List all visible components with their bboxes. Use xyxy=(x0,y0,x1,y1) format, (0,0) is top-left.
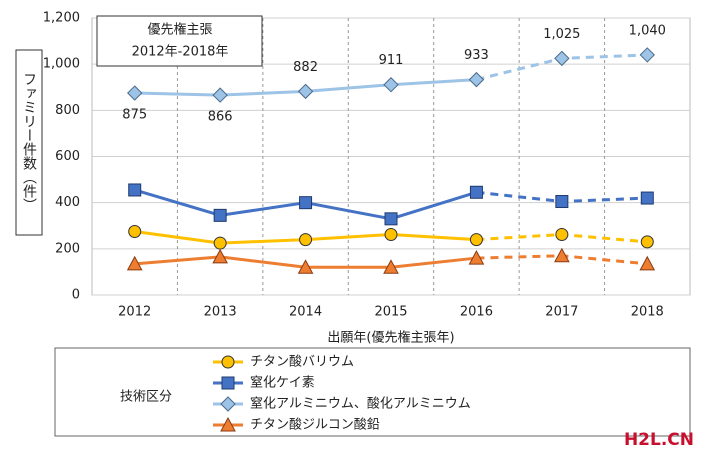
data-point xyxy=(554,247,570,263)
data-point xyxy=(127,85,143,101)
data-label: 875 xyxy=(122,108,147,123)
data-point xyxy=(384,212,398,226)
data-label: 933 xyxy=(464,48,489,63)
y-tick-label: 0 xyxy=(72,288,80,303)
data-point xyxy=(383,259,399,274)
data-point xyxy=(554,50,570,67)
data-point xyxy=(128,225,142,239)
x-tick-label: 2014 xyxy=(289,305,322,320)
x-tick-label: 2016 xyxy=(460,305,493,320)
x-tick-label: 2015 xyxy=(374,305,407,320)
data-point xyxy=(297,259,314,274)
y-tick-label: 1,000 xyxy=(43,57,80,72)
x-tick-label: 2018 xyxy=(631,305,664,320)
y-tick-label: 600 xyxy=(55,149,80,164)
y-axis-label: ファミリー件数（件） xyxy=(21,72,37,212)
data-label: 882 xyxy=(293,60,318,75)
data-point xyxy=(469,185,483,199)
x-axis-label: 出願年(優先権主張年) xyxy=(327,330,454,346)
data-point xyxy=(555,195,569,209)
data-point xyxy=(213,208,227,222)
y-tick-label: 400 xyxy=(55,195,80,210)
data-point xyxy=(384,228,398,242)
legend-label: チタン酸ジルコン酸鉛 xyxy=(250,418,380,433)
data-point xyxy=(213,236,227,250)
y-tick-label: 1,200 xyxy=(43,11,80,26)
y-label-box xyxy=(15,49,43,236)
data-label: 1,025 xyxy=(543,27,580,42)
legend-label: チタン酸バリウム xyxy=(250,355,354,370)
data-point xyxy=(468,250,485,265)
annotation-box xyxy=(96,15,263,67)
data-label: 866 xyxy=(208,110,233,125)
data-point xyxy=(212,87,228,103)
x-tick-label: 2013 xyxy=(204,305,237,320)
data-point xyxy=(126,255,143,271)
data-point xyxy=(383,77,399,93)
x-tick-label: 2017 xyxy=(545,305,578,320)
data-point xyxy=(297,83,314,100)
data-label: 1,040 xyxy=(629,23,666,38)
y-tick-label: 800 xyxy=(55,103,80,118)
data-point xyxy=(640,235,654,249)
y-tick-label: 200 xyxy=(55,241,80,256)
data-point xyxy=(128,183,142,197)
legend-label: 窒化アルミニウム、酸化アルミニウム xyxy=(250,396,471,412)
x-tick-label: 2012 xyxy=(118,305,151,320)
data-point xyxy=(555,228,569,242)
annotation: 2012年-2018年 xyxy=(132,45,229,60)
legend-marker xyxy=(220,396,236,412)
watermark: H2L.CN xyxy=(624,430,694,450)
legend-box xyxy=(54,347,691,437)
data-point xyxy=(469,233,483,247)
data-label: 911 xyxy=(379,53,404,68)
data-point xyxy=(468,71,485,88)
data-point xyxy=(639,255,656,271)
legend-marker xyxy=(220,416,236,432)
data-point xyxy=(299,196,313,210)
data-point xyxy=(299,233,313,247)
legend-marker xyxy=(221,355,235,369)
annotation: 優先権主張 xyxy=(147,22,212,38)
legend-label: 窒化ケイ素 xyxy=(250,375,315,391)
data-point xyxy=(212,248,228,264)
data-point xyxy=(640,191,654,205)
data-point xyxy=(639,47,655,63)
legend-title: 技術区分 xyxy=(120,390,172,405)
legend-marker xyxy=(221,376,235,390)
